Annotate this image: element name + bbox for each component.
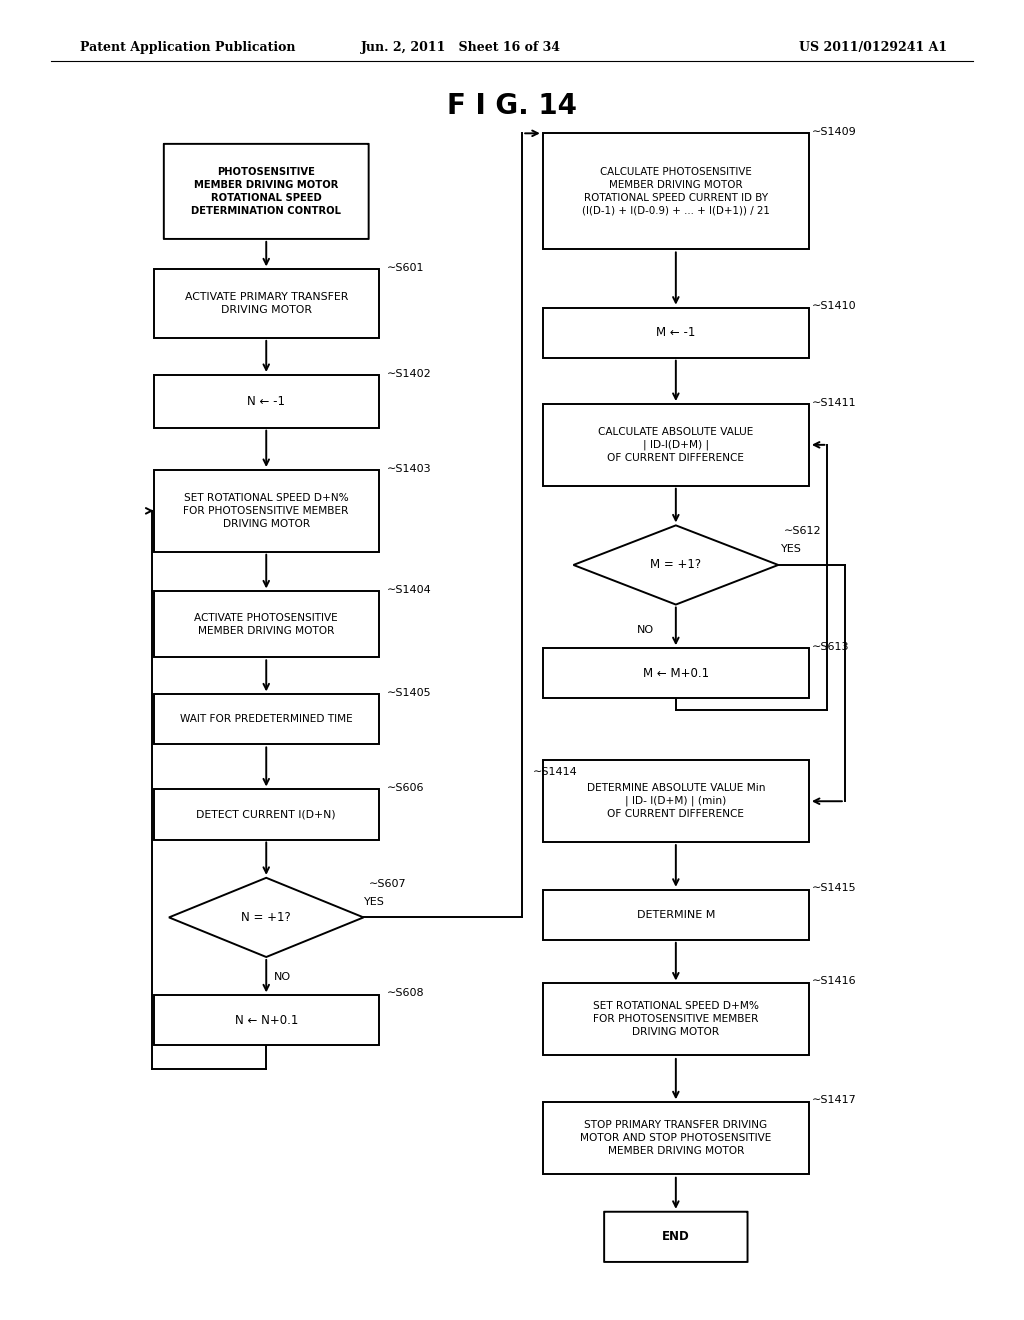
- Text: PHOTOSENSITIVE
MEMBER DRIVING MOTOR
ROTATIONAL SPEED
DETERMINATION CONTROL: PHOTOSENSITIVE MEMBER DRIVING MOTOR ROTA…: [191, 168, 341, 215]
- Text: ∼S1409: ∼S1409: [812, 127, 857, 137]
- Text: END: END: [662, 1230, 690, 1243]
- Text: M ← M+0.1: M ← M+0.1: [643, 667, 709, 680]
- Text: STOP PRIMARY TRANSFER DRIVING
MOTOR AND STOP PHOTOSENSITIVE
MEMBER DRIVING MOTOR: STOP PRIMARY TRANSFER DRIVING MOTOR AND …: [581, 1121, 771, 1155]
- Text: DETERMINE M: DETERMINE M: [637, 909, 715, 920]
- FancyBboxPatch shape: [154, 789, 379, 840]
- FancyBboxPatch shape: [154, 591, 379, 657]
- Text: Jun. 2, 2011   Sheet 16 of 34: Jun. 2, 2011 Sheet 16 of 34: [360, 41, 561, 54]
- Text: F I G. 14: F I G. 14: [447, 91, 577, 120]
- Text: ∼S1402: ∼S1402: [387, 368, 432, 379]
- Text: CALCULATE PHOTOSENSITIVE
MEMBER DRIVING MOTOR
ROTATIONAL SPEED CURRENT ID BY
(I(: CALCULATE PHOTOSENSITIVE MEMBER DRIVING …: [582, 168, 770, 215]
- FancyBboxPatch shape: [543, 648, 809, 698]
- Text: ∼S601: ∼S601: [387, 263, 425, 273]
- FancyBboxPatch shape: [543, 308, 809, 358]
- FancyBboxPatch shape: [543, 760, 809, 842]
- FancyBboxPatch shape: [543, 133, 809, 249]
- Text: ∼S607: ∼S607: [369, 879, 407, 890]
- Text: ACTIVATE PHOTOSENSITIVE
MEMBER DRIVING MOTOR: ACTIVATE PHOTOSENSITIVE MEMBER DRIVING M…: [195, 612, 338, 636]
- Text: ∼S612: ∼S612: [783, 525, 821, 536]
- Text: DETERMINE ABSOLUTE VALUE Min
| ID- I(D+M) | (min)
OF CURRENT DIFFERENCE: DETERMINE ABSOLUTE VALUE Min | ID- I(D+M…: [587, 783, 765, 820]
- FancyBboxPatch shape: [543, 1101, 809, 1175]
- Text: ∼S606: ∼S606: [387, 783, 425, 793]
- Text: M ← -1: M ← -1: [656, 326, 695, 339]
- Text: YES: YES: [781, 544, 802, 554]
- Text: SET ROTATIONAL SPEED D+N%
FOR PHOTOSENSITIVE MEMBER
DRIVING MOTOR: SET ROTATIONAL SPEED D+N% FOR PHOTOSENSI…: [183, 494, 349, 528]
- Text: NO: NO: [637, 624, 654, 635]
- Text: ∼S1405: ∼S1405: [387, 688, 432, 698]
- Text: US 2011/0129241 A1: US 2011/0129241 A1: [799, 41, 947, 54]
- Text: YES: YES: [364, 896, 384, 907]
- FancyBboxPatch shape: [154, 995, 379, 1045]
- Text: M = +1?: M = +1?: [650, 558, 701, 572]
- FancyBboxPatch shape: [154, 269, 379, 338]
- Text: N ← -1: N ← -1: [247, 395, 286, 408]
- Text: ∼S1403: ∼S1403: [387, 463, 432, 474]
- Text: ∼S1416: ∼S1416: [812, 975, 857, 986]
- FancyBboxPatch shape: [154, 694, 379, 744]
- FancyBboxPatch shape: [543, 890, 809, 940]
- Text: ∼S1417: ∼S1417: [812, 1094, 857, 1105]
- Text: ∼S1415: ∼S1415: [812, 883, 857, 894]
- FancyBboxPatch shape: [154, 470, 379, 552]
- Text: ∼S613: ∼S613: [812, 642, 850, 652]
- Polygon shape: [169, 878, 364, 957]
- FancyBboxPatch shape: [543, 404, 809, 486]
- FancyBboxPatch shape: [543, 982, 809, 1056]
- Text: ∼S1414: ∼S1414: [532, 767, 578, 777]
- Text: WAIT FOR PREDETERMINED TIME: WAIT FOR PREDETERMINED TIME: [180, 714, 352, 725]
- Text: ∼S608: ∼S608: [387, 987, 425, 998]
- Text: N = +1?: N = +1?: [242, 911, 291, 924]
- FancyBboxPatch shape: [154, 375, 379, 428]
- Text: CALCULATE ABSOLUTE VALUE
| ID-I(D+M) |
OF CURRENT DIFFERENCE: CALCULATE ABSOLUTE VALUE | ID-I(D+M) | O…: [598, 426, 754, 463]
- Text: ∼S1404: ∼S1404: [387, 585, 432, 595]
- Polygon shape: [573, 525, 778, 605]
- Text: ∼S1410: ∼S1410: [812, 301, 857, 312]
- Text: ACTIVATE PRIMARY TRANSFER
DRIVING MOTOR: ACTIVATE PRIMARY TRANSFER DRIVING MOTOR: [184, 292, 348, 315]
- FancyBboxPatch shape: [164, 144, 369, 239]
- Text: ∼S1411: ∼S1411: [812, 397, 857, 408]
- Text: DETECT CURRENT I(D+N): DETECT CURRENT I(D+N): [197, 809, 336, 820]
- FancyBboxPatch shape: [604, 1212, 748, 1262]
- Text: Patent Application Publication: Patent Application Publication: [80, 41, 295, 54]
- Text: SET ROTATIONAL SPEED D+M%
FOR PHOTOSENSITIVE MEMBER
DRIVING MOTOR: SET ROTATIONAL SPEED D+M% FOR PHOTOSENSI…: [593, 1002, 759, 1036]
- Text: N ← N+0.1: N ← N+0.1: [234, 1014, 298, 1027]
- Text: NO: NO: [273, 972, 291, 982]
